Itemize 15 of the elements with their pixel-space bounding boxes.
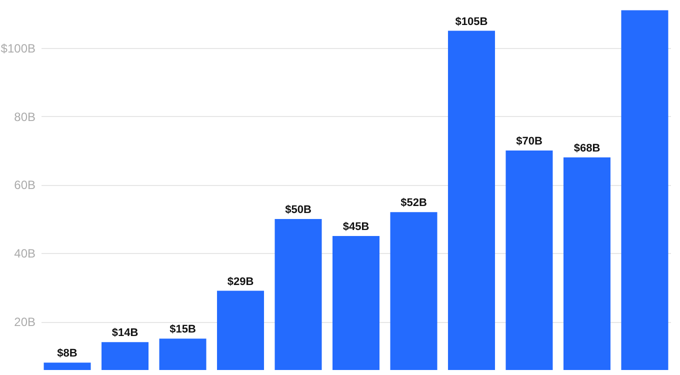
y-tick-label: 40B [14,246,36,261]
y-tick-label: 80B [14,110,36,124]
data-label: $52B [400,197,427,210]
data-label: $50B [285,204,312,216]
data-label: $68B [574,142,600,154]
data-label: $29B [227,276,254,288]
data-label: $45B [342,221,370,234]
y-tick-label: 20B [14,315,36,330]
data-label: $70B [516,136,542,148]
y-tick-label: 60B [14,178,36,192]
data-label: $15B [170,324,196,336]
y-tick-label: $100B [0,41,36,56]
data-label: $8B [57,348,78,360]
data-label: $105B [455,16,488,28]
data-label: $14B [112,327,138,340]
